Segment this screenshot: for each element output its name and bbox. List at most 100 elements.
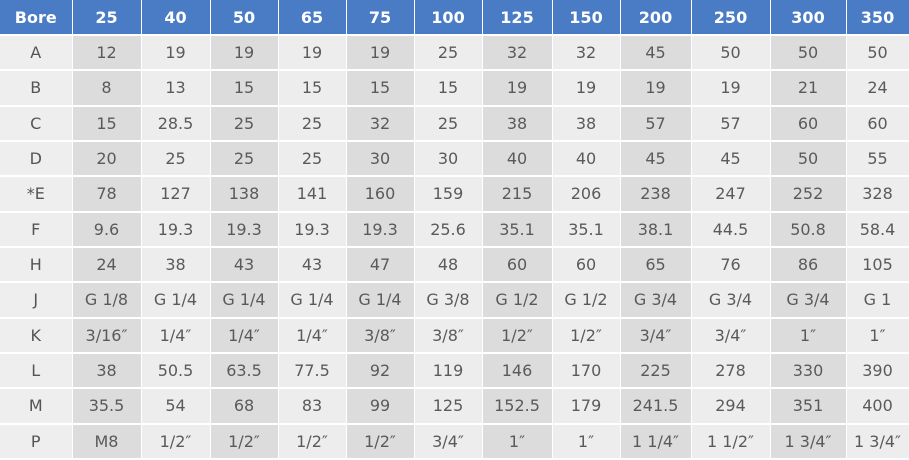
table-cell: 1/4″ bbox=[141, 317, 211, 354]
table-row: K 3/16″ 1/4″ 1/4″ 1/4″ 3/8″ 3/8″ 1/2″ 1/2″ 3/4″ 3/… bbox=[0, 317, 909, 354]
table-cell: 1/2″ bbox=[482, 317, 553, 354]
header-cell: 75 bbox=[346, 0, 415, 36]
table-row: *E 78 127 138 141 160 159 215 206 238 247 252 328 bbox=[0, 176, 909, 213]
table-cell: 3/8″ bbox=[346, 317, 415, 354]
table-cell: 60 bbox=[770, 105, 847, 142]
header-cell: 150 bbox=[552, 0, 621, 36]
table-cell: 152.5 bbox=[482, 388, 553, 425]
row-label: C bbox=[0, 105, 73, 142]
table-cell: 25.6 bbox=[414, 211, 483, 248]
table-cell: 48 bbox=[414, 246, 483, 284]
table-cell: 160 bbox=[346, 176, 415, 213]
table-cell: 77.5 bbox=[278, 352, 347, 390]
table-cell: 32 bbox=[346, 105, 415, 142]
table-cell: 63.5 bbox=[210, 352, 279, 390]
table-cell: 1 3/4″ bbox=[770, 423, 847, 460]
table-cell: 21 bbox=[770, 70, 847, 107]
row-label: J bbox=[0, 282, 73, 319]
table-cell: 3/4″ bbox=[414, 423, 483, 460]
table-cell: 47 bbox=[346, 246, 415, 284]
table-cell: 3/4″ bbox=[620, 317, 692, 354]
header-row: Bore 25 40 50 65 75 100 125 150 200 250 300 350 bbox=[0, 0, 909, 36]
table-cell: 50 bbox=[846, 35, 909, 72]
table-cell: 1″ bbox=[552, 423, 621, 460]
table-cell: 25 bbox=[210, 140, 279, 178]
table-cell: 294 bbox=[691, 388, 771, 425]
row-label: K bbox=[0, 317, 73, 354]
table-cell: 55 bbox=[846, 140, 909, 178]
table-cell: 86 bbox=[770, 246, 847, 284]
table-cell: 159 bbox=[414, 176, 483, 213]
table-cell: 50.8 bbox=[770, 211, 847, 248]
header-cell: Bore bbox=[0, 0, 73, 36]
table-row: F 9.6 19.3 19.3 19.3 19.3 25.6 35.1 35.1 38.1 44.5… bbox=[0, 211, 909, 248]
table-row: L 38 50.5 63.5 77.5 92 119 146 170 225 278 330 390 bbox=[0, 352, 909, 390]
table-cell: 57 bbox=[691, 105, 771, 142]
table-row: P M8 1/2″ 1/2″ 1/2″ 1/2″ 3/4″ 1″ 1″ 1 1/4″ 1 1/2″ 1… bbox=[0, 423, 909, 460]
header-cell: 65 bbox=[278, 0, 347, 36]
table-cell: 24 bbox=[846, 70, 909, 107]
header-cell: 25 bbox=[72, 0, 142, 36]
table-cell: 1/2″ bbox=[346, 423, 415, 460]
row-label: F bbox=[0, 211, 73, 248]
table-cell: 1/4″ bbox=[210, 317, 279, 354]
row-label: *E bbox=[0, 176, 73, 213]
table-cell: G 1/2 bbox=[552, 282, 621, 319]
table-cell: G 1/4 bbox=[141, 282, 211, 319]
table-cell: 24 bbox=[72, 246, 142, 284]
table-cell: 13 bbox=[141, 70, 211, 107]
table-row: D 20 25 25 25 30 30 40 40 45 45 50 55 bbox=[0, 140, 909, 178]
table-cell: 57 bbox=[620, 105, 692, 142]
table-cell: 38 bbox=[552, 105, 621, 142]
table-cell: 50 bbox=[770, 140, 847, 178]
table-cell: 1/2″ bbox=[141, 423, 211, 460]
table-cell: 19 bbox=[691, 70, 771, 107]
table-cell: 225 bbox=[620, 352, 692, 390]
header-cell: 300 bbox=[770, 0, 847, 36]
table-cell: 19.3 bbox=[210, 211, 279, 248]
table-cell: 12 bbox=[72, 35, 142, 72]
table-cell: 141 bbox=[278, 176, 347, 213]
table-cell: 1 3/4″ bbox=[846, 423, 909, 460]
table-cell: 58.4 bbox=[846, 211, 909, 248]
table-row: H 24 38 43 43 47 48 60 60 65 76 86 105 bbox=[0, 246, 909, 284]
table-cell: 1 1/4″ bbox=[620, 423, 692, 460]
row-label: M bbox=[0, 388, 73, 425]
table-cell: 30 bbox=[414, 140, 483, 178]
table-cell: 92 bbox=[346, 352, 415, 390]
table-cell: 45 bbox=[620, 35, 692, 72]
table-cell: 15 bbox=[278, 70, 347, 107]
row-label: A bbox=[0, 35, 73, 72]
table-cell: 15 bbox=[414, 70, 483, 107]
table-cell: 45 bbox=[691, 140, 771, 178]
table-cell: 400 bbox=[846, 388, 909, 425]
table-cell: 60 bbox=[482, 246, 553, 284]
table-cell: G 1 bbox=[846, 282, 909, 319]
table-cell: 328 bbox=[846, 176, 909, 213]
table-cell: 1″ bbox=[482, 423, 553, 460]
table-cell: 19 bbox=[552, 70, 621, 107]
table-cell: 68 bbox=[210, 388, 279, 425]
table-cell: 241.5 bbox=[620, 388, 692, 425]
header-cell: 200 bbox=[620, 0, 692, 36]
table-row: C 15 28.5 25 25 32 25 38 38 57 57 60 60 bbox=[0, 105, 909, 142]
table-cell: 351 bbox=[770, 388, 847, 425]
table-cell: 1/4″ bbox=[278, 317, 347, 354]
table-cell: 83 bbox=[278, 388, 347, 425]
table-cell: 1″ bbox=[846, 317, 909, 354]
table-cell: 19 bbox=[482, 70, 553, 107]
table-cell: 127 bbox=[141, 176, 211, 213]
table-cell: 125 bbox=[414, 388, 483, 425]
table-row: M 35.5 54 68 83 99 125 152.5 179 241.5 294 351 400 bbox=[0, 388, 909, 425]
table-cell: G 3/8 bbox=[414, 282, 483, 319]
table-cell: 278 bbox=[691, 352, 771, 390]
table-cell: 15 bbox=[72, 105, 142, 142]
header-cell: 250 bbox=[691, 0, 771, 36]
table-cell: 252 bbox=[770, 176, 847, 213]
table-cell: 3/4″ bbox=[691, 317, 771, 354]
header-cell: 350 bbox=[846, 0, 909, 36]
table-cell: 44.5 bbox=[691, 211, 771, 248]
table-cell: 3/16″ bbox=[72, 317, 142, 354]
table-cell: G 1/4 bbox=[210, 282, 279, 319]
table-cell: 19 bbox=[141, 35, 211, 72]
